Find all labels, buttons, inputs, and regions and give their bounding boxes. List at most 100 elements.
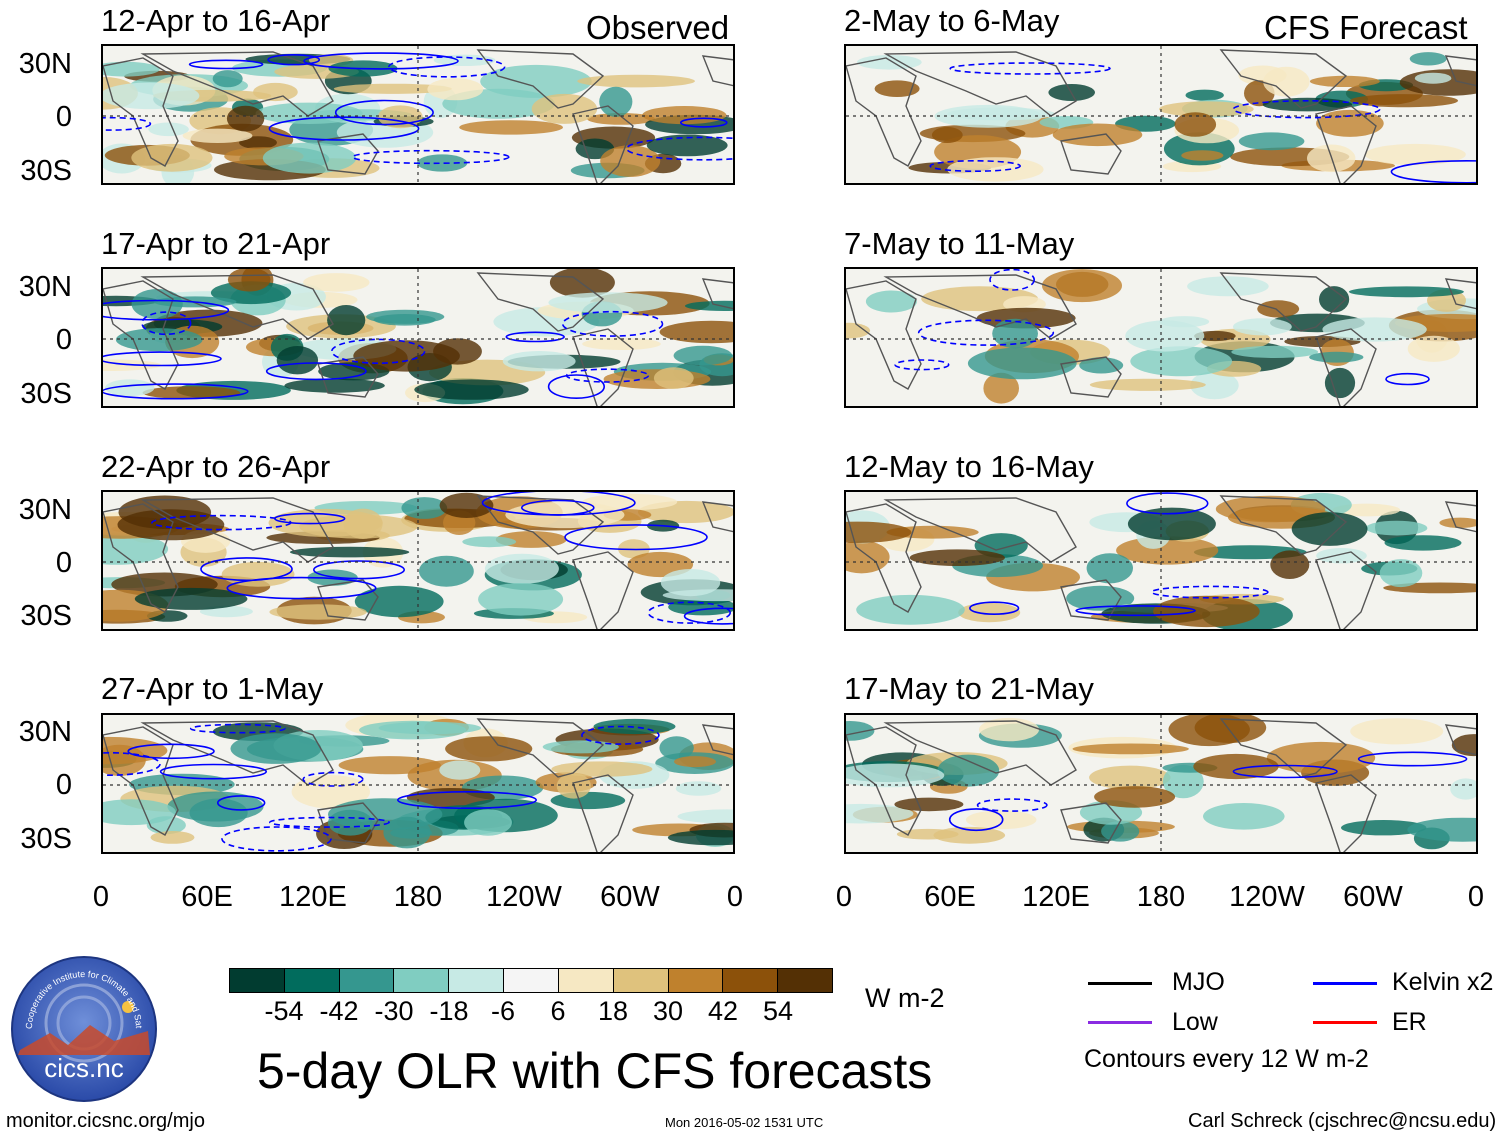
- olr-anomaly-blob: [464, 809, 512, 836]
- kelvin-contour: [273, 512, 346, 525]
- kelvin-contour: [127, 743, 215, 760]
- lat-label-30s: 30S: [20, 823, 72, 855]
- colorbar-swatch: [504, 969, 559, 992]
- olr-anomaly-blob: [1101, 821, 1140, 842]
- colorbar-tick: -54: [264, 996, 304, 1026]
- lon-label-180: 180: [393, 881, 443, 913]
- olr-anomaly-blob: [1409, 52, 1447, 66]
- kelvin-contour: [547, 374, 606, 400]
- kelvin-contour: [189, 723, 286, 734]
- colorbar-swatch: [230, 969, 285, 992]
- colorbar-tick: -42: [319, 996, 359, 1026]
- olr-anomaly-blob: [414, 379, 529, 400]
- olr-anomaly-blob: [327, 809, 373, 836]
- colorbar-units: W m-2: [865, 983, 945, 1013]
- colorbar-swatch: [394, 969, 450, 992]
- olr-anomaly-blob: [276, 346, 319, 375]
- coastline: [1219, 272, 1348, 332]
- observed-map-2: [101, 267, 735, 408]
- olr-anomaly-blob: [531, 93, 598, 124]
- lat-label-0: 0: [55, 547, 72, 579]
- olr-colorbar: [229, 968, 833, 993]
- olr-anomaly-blob: [1407, 335, 1460, 362]
- lon-label-60w: 60W: [600, 881, 660, 913]
- olr-anomaly-blob: [1257, 300, 1300, 318]
- coastline: [883, 274, 1077, 340]
- olr-anomaly-blob: [105, 379, 155, 397]
- olr-anomaly-blob: [593, 718, 676, 735]
- lat-label-30s: 30S: [20, 378, 72, 410]
- lat-label-0: 0: [55, 769, 72, 801]
- olr-anomaly-blob: [427, 78, 484, 101]
- kelvin-contour: [1385, 372, 1430, 386]
- olr-anomaly-blob: [230, 733, 322, 764]
- olr-anomaly-blob: [103, 61, 160, 77]
- olr-anomaly-blob: [551, 761, 653, 777]
- legend-low-line: [1088, 1021, 1152, 1024]
- olr-anomaly-blob: [103, 82, 200, 110]
- colorbar-swatch: [778, 969, 832, 992]
- olr-anomaly-blob: [239, 136, 277, 149]
- olr-anomaly-blob: [1089, 378, 1206, 391]
- lon-label-120e: 120E: [1022, 881, 1090, 913]
- olr-anomaly-blob: [1153, 595, 1260, 628]
- olr-anomaly-blob: [1322, 317, 1427, 342]
- coastline: [846, 280, 922, 390]
- olr-anomaly-blob: [548, 292, 668, 313]
- olr-anomaly-blob: [674, 756, 716, 768]
- olr-anomaly-blob: [502, 351, 576, 372]
- coastline: [1060, 133, 1122, 175]
- lon-label-60e: 60E: [924, 881, 976, 913]
- kelvin-contour: [188, 59, 264, 70]
- olr-anomaly-blob: [419, 555, 474, 587]
- olr-anomaly-blob: [1365, 520, 1428, 536]
- observed-panel-1-title: 12-Apr to 16-Apr: [101, 3, 331, 38]
- forecast-panel-1-title: 2-May to 6-May: [844, 3, 1060, 38]
- olr-anomaly-blob: [856, 55, 922, 70]
- olr-anomaly-blob: [642, 106, 727, 125]
- coastline: [103, 57, 179, 167]
- olr-anomaly-blob: [965, 810, 1037, 830]
- kelvin-contour: [917, 319, 1055, 346]
- olr-anomaly-blob: [587, 113, 655, 125]
- olr-anomaly-blob: [677, 809, 733, 824]
- olr-anomaly-blob: [846, 322, 871, 339]
- coastline: [1315, 774, 1377, 852]
- observed-map-1: [101, 44, 735, 185]
- coastline: [1444, 278, 1476, 310]
- olr-anomaly-blob: [1125, 320, 1205, 352]
- olr-anomaly-blob: [303, 273, 370, 292]
- olr-anomaly-blob: [148, 122, 189, 137]
- kelvin-contour: [894, 359, 950, 371]
- contour-note: Contours every 12 W m-2: [1084, 1045, 1369, 1073]
- kelvin-contour: [216, 795, 266, 811]
- olr-anomaly-blob: [947, 157, 1044, 182]
- olr-anomaly-blob: [1089, 765, 1171, 790]
- kelvin-contour: [396, 791, 537, 810]
- olr-anomaly-blob: [1270, 550, 1310, 579]
- olr-anomaly-blob: [1127, 507, 1216, 541]
- olr-anomaly-blob: [378, 721, 482, 735]
- olr-anomaly-blob: [262, 142, 357, 174]
- coastline: [572, 105, 634, 183]
- lat-label-30n: 30N: [18, 48, 72, 80]
- kelvin-contour: [505, 331, 565, 343]
- coastline: [1219, 495, 1348, 555]
- olr-anomaly-blob: [1215, 495, 1326, 523]
- kelvin-contour: [647, 601, 731, 624]
- coastline: [572, 774, 634, 852]
- forecast-label: CFS Forecast: [1264, 9, 1468, 46]
- observed-map-4: [101, 713, 735, 854]
- coastline: [701, 724, 733, 756]
- olr-anomaly-blob: [1094, 786, 1176, 808]
- olr-anomaly-blob: [1309, 351, 1364, 363]
- olr-anomaly-blob: [673, 345, 733, 366]
- olr-anomaly-blob: [1439, 517, 1476, 528]
- coastline: [140, 51, 334, 117]
- kelvin-contour: [351, 149, 510, 165]
- olr-anomaly-blob: [1451, 734, 1476, 757]
- kelvin-contour: [565, 368, 650, 383]
- olr-anomaly-blob: [338, 756, 441, 775]
- coastline: [1219, 718, 1348, 778]
- olr-anomaly-blob: [646, 134, 728, 157]
